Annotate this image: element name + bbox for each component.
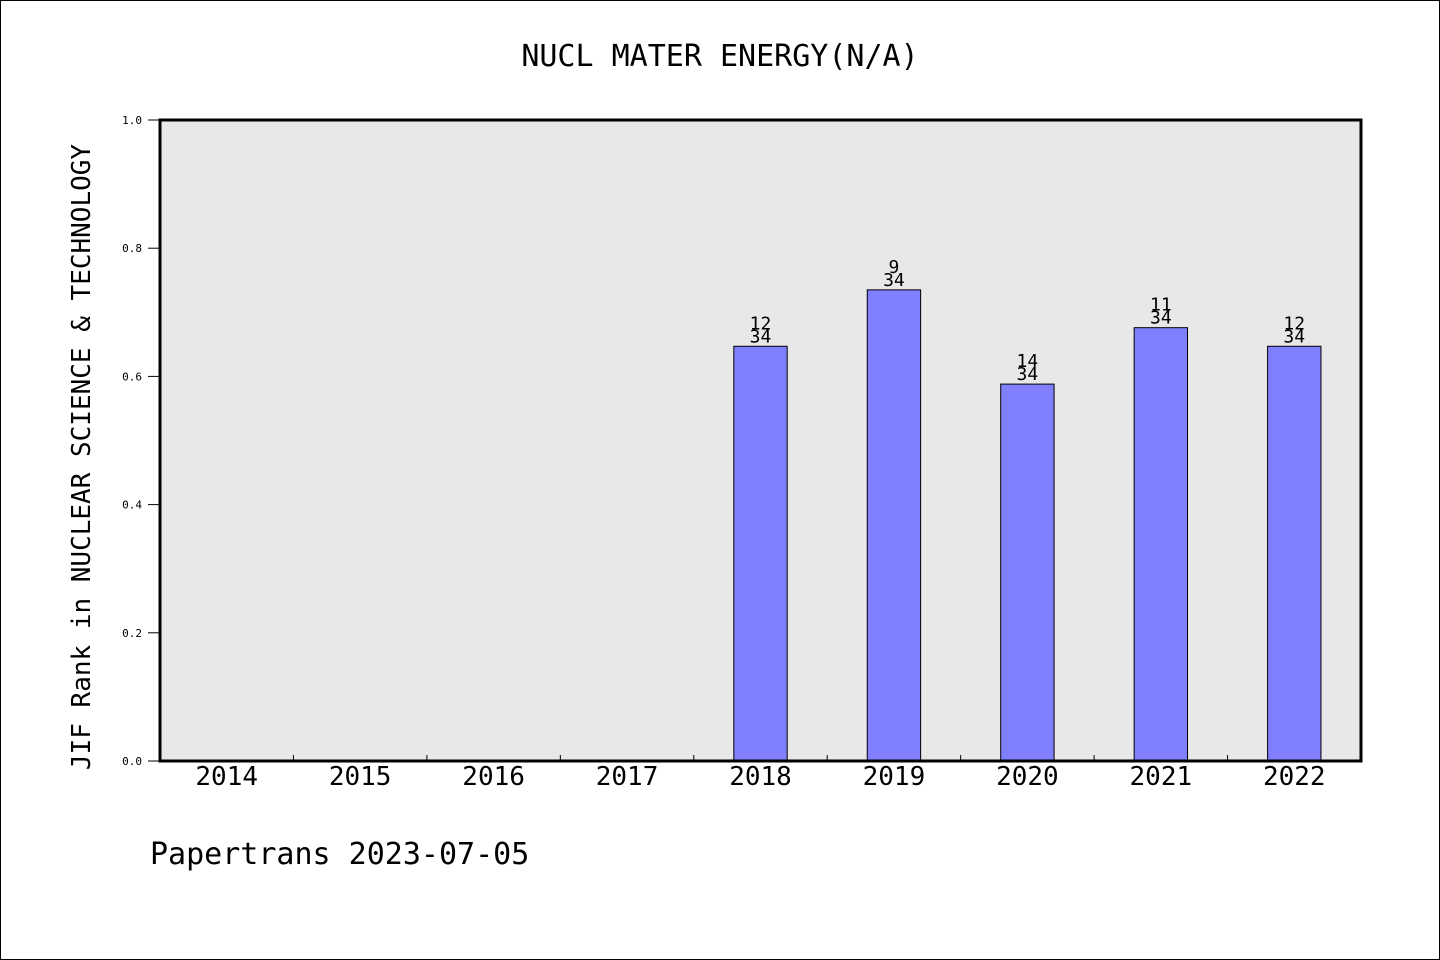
- rank-label: 12: [1283, 313, 1305, 334]
- rank-label: 14: [1017, 351, 1039, 372]
- rank-label: 11: [1150, 295, 1172, 316]
- footer-text: Papertrans 2023-07-05: [150, 837, 529, 872]
- x-tick-label: 2016: [462, 762, 525, 792]
- x-tick-label: 2020: [996, 762, 1059, 792]
- total-label: 34: [1150, 308, 1172, 329]
- chart-title: NUCL MATER ENERGY(N/A): [521, 39, 918, 74]
- x-tick-label: 2021: [1130, 762, 1193, 792]
- total-label: 34: [750, 326, 772, 347]
- bar: [1000, 383, 1055, 762]
- plot-border: [158, 118, 1363, 763]
- y-tick-label: 0.8: [122, 242, 142, 255]
- x-tick-label: 2017: [596, 762, 659, 792]
- rank-label: 9: [889, 257, 900, 278]
- y-tick-label: 0.2: [122, 627, 142, 640]
- y-axis-label: JIF Rank in NUCLEAR SCIENCE & TECHNOLOGY: [67, 144, 97, 770]
- x-tick-label: 2018: [729, 762, 792, 792]
- bar: [866, 289, 922, 762]
- y-tick-label: 0.6: [122, 370, 142, 383]
- y-tick-label: 0.0: [122, 755, 142, 768]
- rank-label: 12: [750, 313, 772, 334]
- y-tick-label: 1.0: [122, 114, 142, 127]
- total-label: 34: [883, 270, 905, 291]
- total-label: 34: [1283, 326, 1305, 347]
- y-tick-label: 0.4: [122, 499, 142, 512]
- total-label: 34: [1017, 364, 1039, 385]
- bar: [733, 345, 788, 762]
- bar: [1267, 345, 1322, 762]
- x-tick-label: 2019: [863, 762, 926, 792]
- bar: [1133, 327, 1189, 762]
- x-tick-label: 2015: [329, 762, 392, 792]
- ticks-group: 0.0 0.2 0.4 0.6 0.8 1.0 2014 2015 2016 2017 2018 20…: [122, 114, 1325, 792]
- x-tick-label: 2014: [195, 762, 258, 792]
- x-tick-label: 2022: [1263, 762, 1326, 792]
